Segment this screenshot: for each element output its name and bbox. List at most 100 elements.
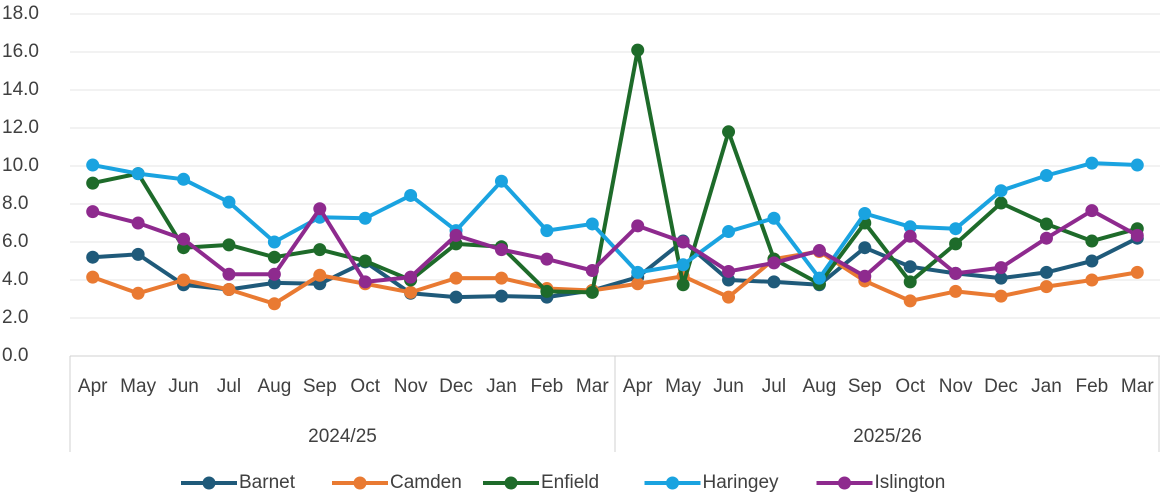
- x-tick-label: Aug: [802, 376, 836, 397]
- data-point: [631, 277, 645, 291]
- data-point: [676, 258, 690, 272]
- data-point: [585, 285, 599, 299]
- x-tick-label: Jan: [1031, 376, 1062, 397]
- data-point: [404, 285, 418, 299]
- data-point: [267, 250, 281, 264]
- y-tick-label: 8.0: [2, 193, 28, 214]
- data-point: [722, 290, 736, 304]
- data-point: [812, 271, 826, 285]
- legend-label: Camden: [390, 472, 462, 493]
- legend-marker: [202, 476, 216, 490]
- y-tick-label: 6.0: [2, 231, 28, 252]
- data-point: [994, 261, 1008, 275]
- data-point: [267, 235, 281, 249]
- legend-marker: [666, 476, 679, 490]
- data-point: [86, 158, 100, 172]
- series-line: [92, 249, 1138, 306]
- data-point: [994, 184, 1008, 198]
- data-point: [267, 297, 281, 311]
- data-point: [676, 235, 690, 249]
- data-point: [1039, 265, 1053, 279]
- data-point: [722, 225, 736, 239]
- x-tick-label: Sep: [848, 376, 882, 397]
- data-point: [858, 207, 872, 220]
- x-tick-label: Jun: [713, 376, 744, 397]
- group-label: 2025/26: [853, 426, 922, 447]
- data-point: [903, 220, 917, 234]
- data-point: [86, 250, 100, 264]
- data-point: [86, 176, 100, 190]
- data-point: [676, 278, 690, 292]
- data-point: [1130, 228, 1144, 242]
- data-point: [858, 269, 872, 283]
- data-point: [858, 241, 872, 255]
- data-point: [1085, 273, 1099, 287]
- y-tick-label: 16.0: [2, 41, 39, 62]
- data-point: [722, 125, 736, 139]
- data-point: [585, 264, 599, 277]
- data-point: [994, 271, 1008, 285]
- x-tick-label: Dec: [439, 376, 473, 397]
- legend-label: Haringey: [703, 472, 780, 493]
- data-point: [1039, 280, 1053, 294]
- data-point: [631, 43, 645, 57]
- x-tick-label: Jul: [217, 376, 241, 397]
- data-point: [1085, 234, 1099, 248]
- y-tick-label: 12.0: [2, 117, 39, 138]
- data-point: [767, 211, 781, 225]
- data-point: [1130, 265, 1144, 279]
- data-point: [1039, 169, 1053, 182]
- legend-marker: [838, 476, 851, 490]
- data-point: [540, 252, 554, 266]
- x-tick-label: Sep: [303, 376, 337, 397]
- data-point: [131, 167, 145, 181]
- data-point: [313, 268, 327, 282]
- data-point: [177, 232, 191, 246]
- data-point: [903, 275, 917, 289]
- legend-marker: [353, 476, 367, 490]
- data-point: [358, 275, 372, 289]
- data-point: [903, 260, 917, 274]
- x-tick-label: Mar: [576, 376, 609, 397]
- data-point: [767, 275, 781, 289]
- data-point: [177, 273, 191, 287]
- data-point: [1130, 158, 1144, 172]
- data-point: [358, 211, 372, 225]
- data-point: [631, 265, 645, 279]
- data-point: [585, 217, 599, 231]
- data-point: [949, 284, 963, 298]
- series-line: [92, 48, 1138, 295]
- legend-label: Islington: [875, 472, 946, 493]
- data-point: [494, 289, 508, 303]
- data-point: [949, 266, 963, 280]
- data-point: [358, 254, 372, 268]
- data-point: [494, 174, 508, 188]
- data-point: [903, 229, 917, 243]
- data-point: [86, 270, 100, 284]
- data-point: [949, 222, 963, 236]
- group-label: 2024/25: [308, 426, 377, 447]
- data-point: [131, 247, 145, 261]
- data-point: [449, 290, 463, 304]
- x-tick-label: Apr: [623, 376, 653, 397]
- x-tick-label: Jun: [168, 376, 199, 397]
- y-tick-label: 4.0: [2, 269, 28, 290]
- data-point: [1039, 231, 1053, 245]
- x-tick-label: May: [665, 376, 701, 397]
- x-tick-label: Oct: [895, 376, 925, 397]
- x-tick-label: Feb: [531, 376, 564, 397]
- x-tick-label: Nov: [939, 376, 973, 397]
- data-point: [1039, 217, 1053, 231]
- data-point: [86, 205, 100, 219]
- data-point: [1085, 204, 1099, 218]
- data-point: [449, 228, 463, 242]
- x-tick-label: Aug: [257, 376, 291, 397]
- data-point: [994, 289, 1008, 303]
- data-point: [1085, 254, 1099, 268]
- y-tick-label: 10.0: [2, 155, 39, 176]
- data-point: [313, 202, 327, 216]
- series-line: [92, 206, 1139, 284]
- x-tick-label: Nov: [394, 376, 428, 397]
- x-tick-label: Dec: [984, 376, 1018, 397]
